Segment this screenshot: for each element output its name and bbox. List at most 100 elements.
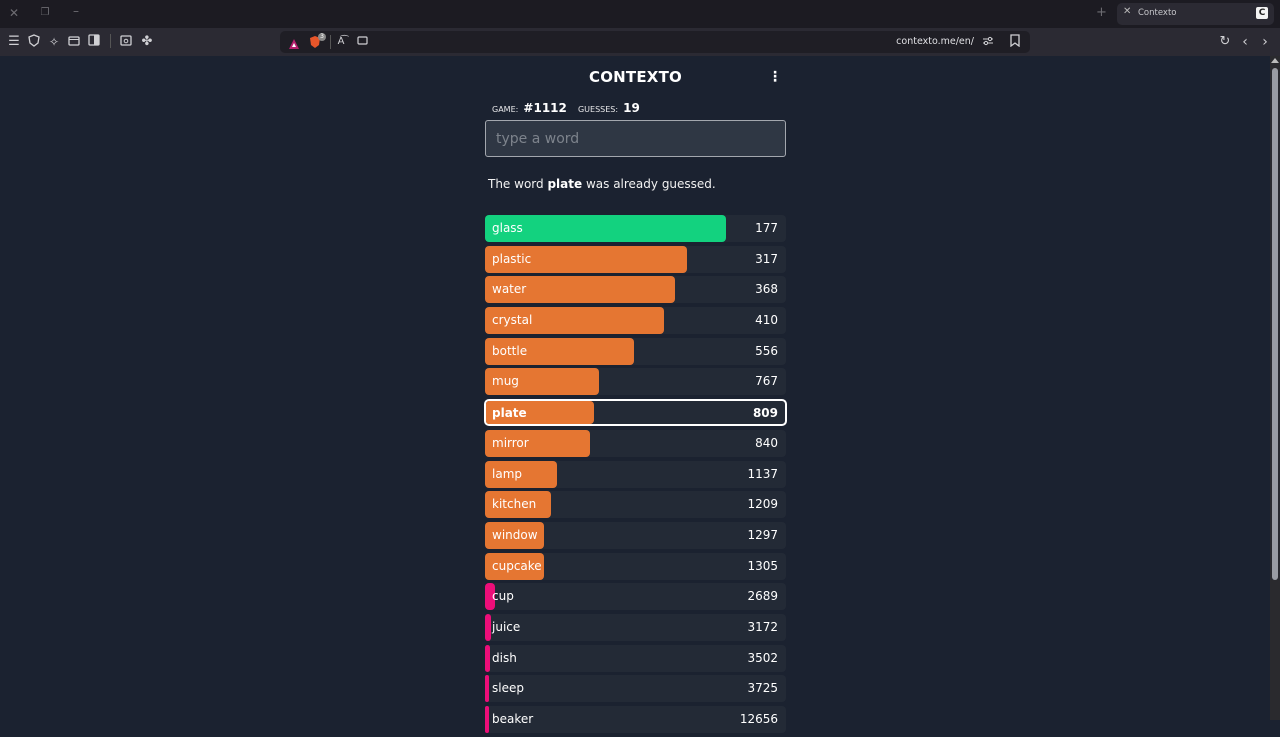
proximity-bar (485, 337, 634, 365)
guess-word: beaker (492, 712, 534, 726)
guess-row: juice 3172 (485, 613, 786, 641)
guess-word: water (492, 282, 527, 297)
guess-row: lamp 1137 (485, 460, 786, 488)
guess-distance: 3172 (747, 619, 778, 634)
guess-distance: 1209 (747, 497, 778, 512)
guess-row: kitchen 1209 (485, 491, 786, 519)
game-number: #1112 (523, 101, 567, 115)
guess-distance: 177 (755, 221, 778, 235)
guess-row: dish 3502 (485, 644, 786, 672)
guess-distance: 317 (755, 251, 778, 266)
game-label: Game: (492, 105, 519, 114)
guess-row: water 368 (485, 276, 786, 304)
shield-icon[interactable] (26, 34, 42, 50)
proximity-bar (485, 644, 490, 672)
guess-word: glass (492, 221, 523, 235)
screenshot-icon[interactable] (118, 34, 134, 50)
guess-row: window 1297 (485, 521, 786, 549)
toolbar-divider (110, 34, 111, 48)
guess-distance: 767 (755, 374, 778, 389)
guess-distance: 840 (755, 435, 778, 450)
message-suffix: was already guessed. (582, 177, 716, 191)
proximity-bar (485, 368, 600, 396)
bookmark-icon[interactable] (1007, 34, 1023, 50)
new-tab-icon[interactable]: + (1096, 5, 1107, 20)
back-icon[interactable]: ‹ (1242, 34, 1248, 50)
proximity-bar (485, 675, 489, 703)
scrollbar[interactable] (1270, 56, 1280, 720)
brave-shields-icon[interactable] (309, 34, 321, 53)
menu-icon[interactable]: ☰ (8, 34, 20, 49)
proximity-bar (485, 552, 544, 580)
guess-row: bottle 556 (485, 337, 786, 365)
guess-word: plastic (492, 251, 532, 266)
brave-rewards-icon[interactable] (288, 35, 300, 54)
proximity-bar (485, 583, 495, 611)
guess-word: lamp (492, 466, 522, 481)
guess-distance: 1305 (747, 558, 778, 573)
guess-distance: 2689 (747, 589, 778, 604)
minimize-icon[interactable]: – (73, 4, 79, 18)
proximity-bar (485, 491, 552, 519)
guess-word: mirror (492, 435, 529, 450)
guesses-count: 19 (623, 101, 640, 115)
game-info: Game: #1112 Guesses: 19 (492, 97, 646, 116)
proximity-bar (485, 521, 545, 549)
proximity-bar (485, 276, 675, 304)
browser-toolbar: ☰ ✧ ✤ 3 A͡ contexto.me/en/ ↻ ‹ › (0, 28, 1280, 56)
guess-list: glass 177 plastic 317 water 368 crystal 410 bott… (484, 215, 787, 737)
extensions-icon[interactable]: ✤ (141, 34, 153, 49)
guess-word: cupcake (492, 558, 542, 573)
proximity-bar (485, 613, 492, 641)
tab-close-icon[interactable]: ✕ (1123, 6, 1132, 17)
urlbar-divider (330, 35, 331, 49)
tab-favicon: C (1256, 7, 1268, 19)
guess-row: cupcake 1305 (485, 552, 786, 580)
word-input[interactable] (485, 120, 786, 157)
guess-distance: 556 (755, 343, 778, 358)
guess-row: mug 767 (485, 368, 786, 396)
proximity-bar (485, 429, 591, 457)
more-options-icon[interactable]: ⋮ (768, 69, 782, 85)
guess-word: dish (492, 650, 517, 665)
tab-title: Contexto (1138, 8, 1177, 18)
guess-row: glass 177 (485, 215, 786, 242)
guess-distance: 809 (752, 406, 778, 421)
scroll-up-icon[interactable] (1271, 58, 1279, 63)
browser-tab[interactable]: ✕ Contexto C (1117, 3, 1274, 25)
status-message: The word plate was already guessed. (488, 177, 716, 191)
proximity-bar (485, 245, 687, 273)
proximity-bar (486, 401, 594, 425)
guess-distance: 1297 (747, 527, 778, 542)
message-prefix: The word (488, 177, 548, 191)
address-bar[interactable]: 3 A͡ contexto.me/en/ (280, 31, 1030, 53)
scrollbar-thumb[interactable] (1272, 68, 1278, 580)
guesses-label: Guesses: (577, 105, 619, 114)
guess-distance: 12656 (739, 712, 778, 726)
restore-icon[interactable]: ❐ (40, 7, 50, 18)
guess-row: crystal 410 (485, 307, 786, 335)
forward-icon[interactable]: › (1262, 34, 1268, 50)
reload-icon[interactable]: ↻ (1219, 34, 1231, 49)
tabs-icon[interactable] (66, 34, 82, 50)
guess-row: sleep 3725 (485, 675, 786, 703)
proximity-bar (485, 460, 558, 488)
pin-icon[interactable]: ✧ (48, 35, 60, 49)
guess-word: juice (492, 619, 521, 634)
page-content: CONTEXTO ⋮ Game: #1112 Guesses: 19 The w… (0, 56, 1270, 733)
site-settings-icon[interactable] (980, 34, 996, 50)
guess-row: plastic 317 (485, 245, 786, 273)
url-text[interactable]: contexto.me/en/ (896, 36, 974, 47)
translate-icon[interactable]: A͡ (337, 36, 345, 47)
guess-word: cup (492, 589, 514, 604)
guess-distance: 410 (755, 313, 778, 328)
sidebar-icon[interactable] (86, 34, 102, 50)
proximity-bar (485, 307, 665, 335)
guess-distance: 3725 (747, 681, 778, 696)
close-icon[interactable]: ✕ (8, 6, 20, 20)
guess-word: plate (492, 406, 527, 421)
guess-word: mug (492, 374, 519, 389)
guess-row-current: plate 809 (484, 399, 787, 427)
cast-icon[interactable] (354, 34, 370, 50)
guess-distance: 1137 (747, 466, 778, 481)
